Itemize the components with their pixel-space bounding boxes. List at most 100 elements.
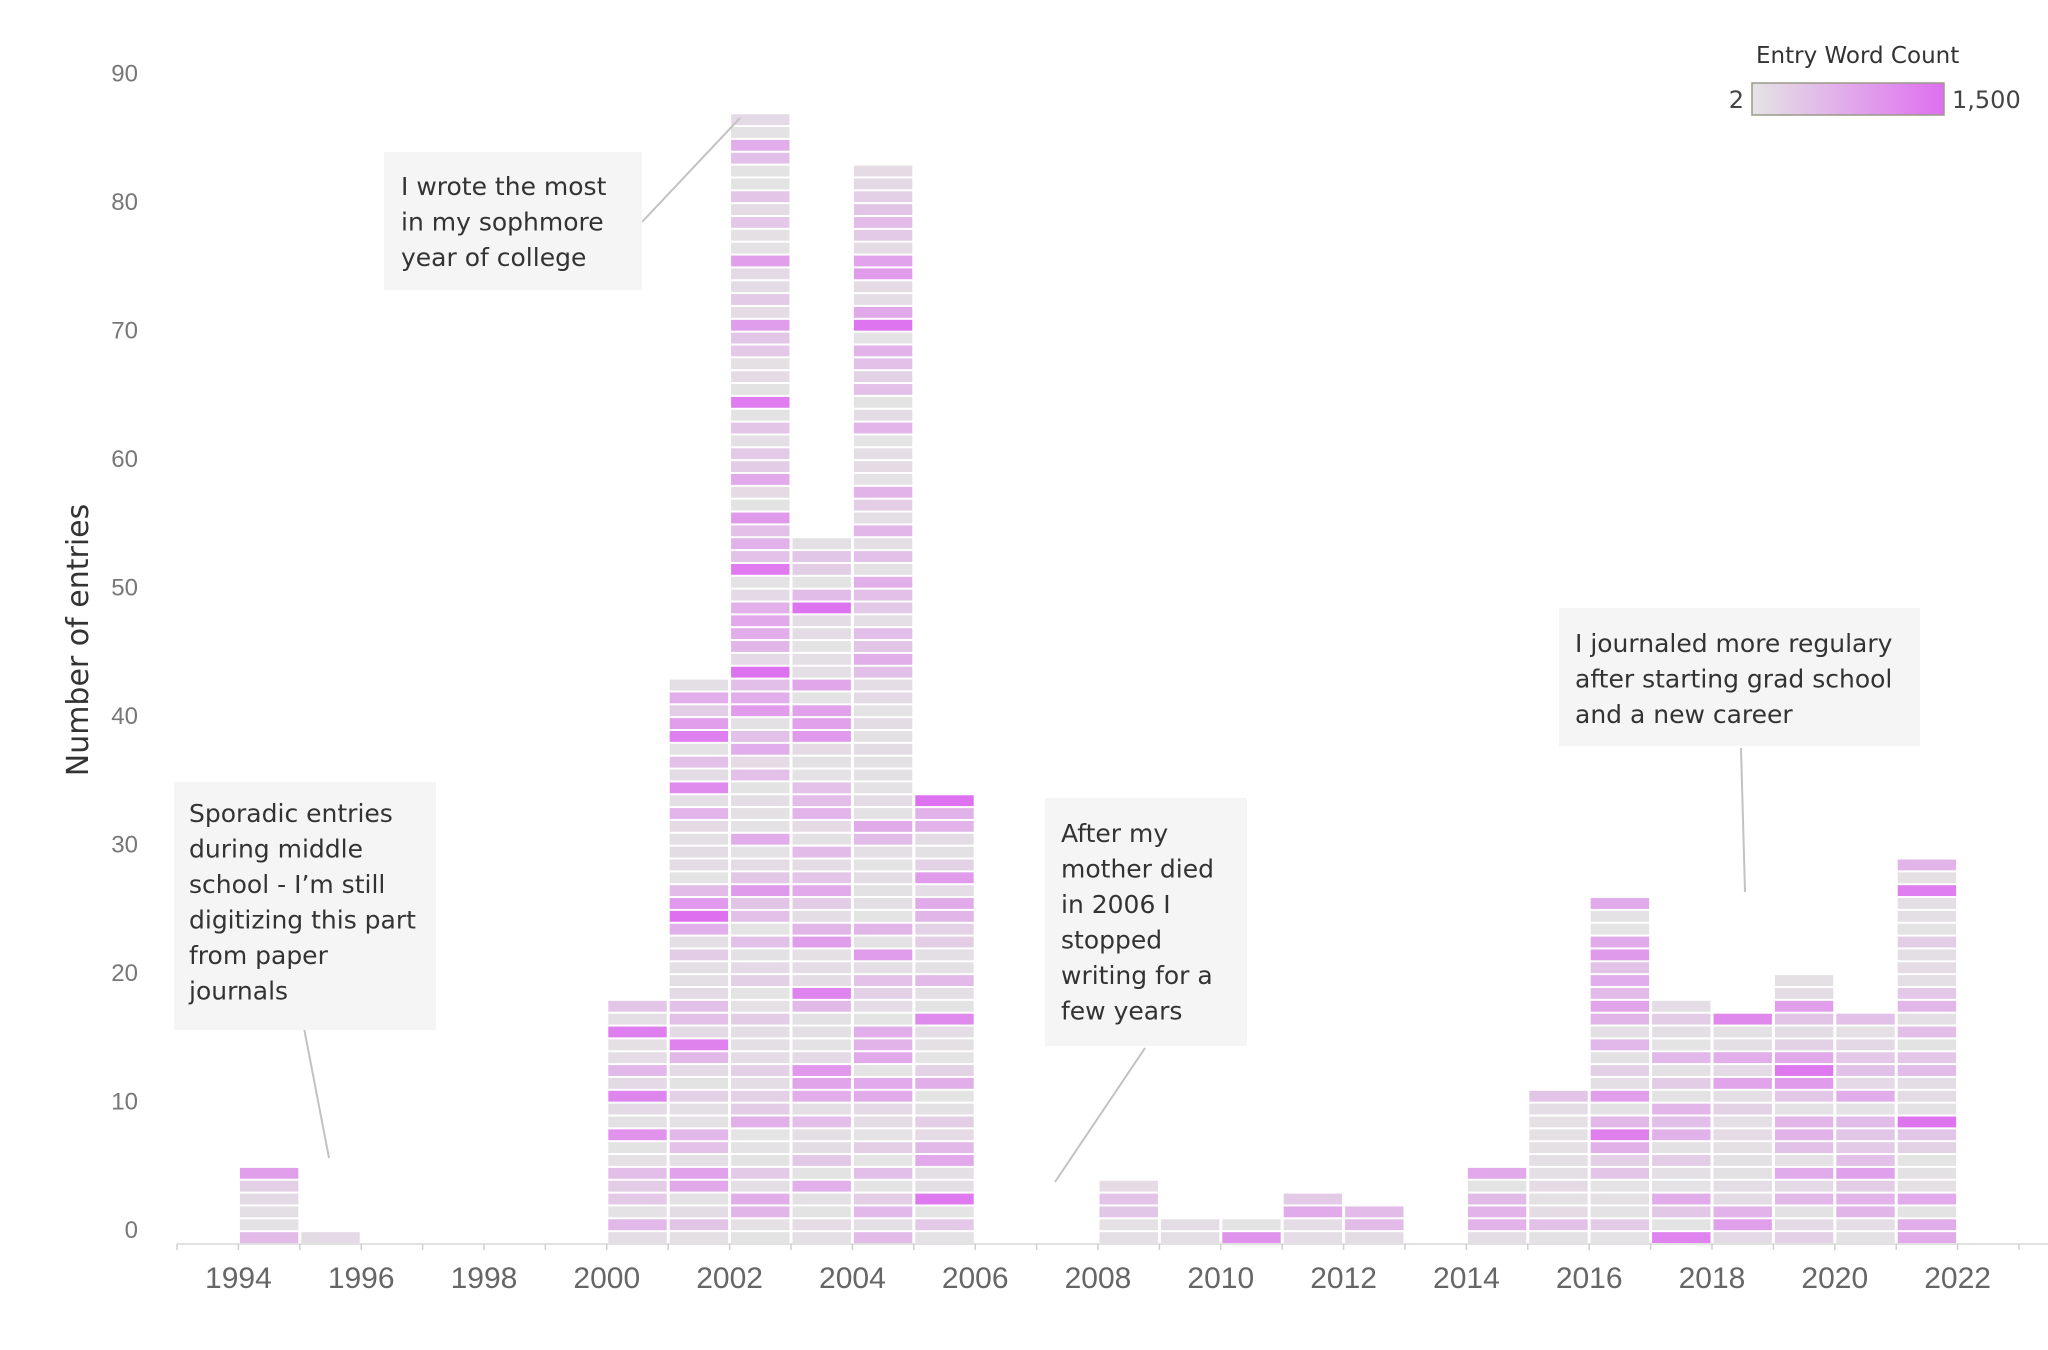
entry-segment: [792, 1090, 851, 1102]
x-tick-label: 1998: [451, 1262, 518, 1295]
entry-segment: [1836, 1077, 1895, 1089]
entry-segment: [239, 1206, 299, 1218]
entry-segment: [1836, 1129, 1895, 1141]
entry-segment: [1222, 1219, 1281, 1231]
annotation-line: journals: [188, 977, 288, 1006]
annotation-line: and a new career: [1575, 700, 1793, 729]
entry-segment: [853, 1180, 913, 1192]
entry-segment: [731, 281, 790, 293]
entry-segment: [1897, 936, 1957, 948]
entry-segment: [731, 653, 790, 665]
entry-segment: [608, 1116, 667, 1128]
entry-segment: [731, 384, 790, 395]
bar-2020: [1836, 1013, 1895, 1243]
annotation-line: during middle: [189, 835, 363, 864]
entry-segment: [853, 988, 913, 999]
bar-2018: [1713, 1013, 1772, 1243]
entry-segment: [792, 808, 851, 819]
entry-segment: [1283, 1232, 1343, 1243]
entry-segment: [853, 949, 913, 961]
bar-2009: [1160, 1219, 1220, 1243]
entry-segment: [853, 396, 913, 408]
entry-segment: [853, 217, 913, 228]
entry-segment: [731, 486, 790, 498]
entry-segment: [1774, 1103, 1834, 1115]
entry-segment: [669, 795, 729, 807]
y-axis-label: Number of entries: [61, 504, 96, 777]
entry-segment: [239, 1180, 299, 1192]
entry-segment: [731, 396, 790, 408]
entry-segment: [1897, 1090, 1957, 1102]
x-tick-label: 2002: [696, 1262, 763, 1295]
entry-segment: [731, 756, 790, 768]
entry-segment: [1713, 1142, 1772, 1154]
entry-segment: [792, 795, 851, 807]
entry-segment: [1836, 1103, 1895, 1115]
entry-segment: [731, 165, 790, 177]
entry-segment: [1652, 1013, 1711, 1025]
entry-segment: [1774, 1155, 1834, 1166]
entry-segment: [1529, 1155, 1588, 1166]
annotation-grad-school: I journaled more regulary after starting …: [1559, 608, 1920, 893]
entry-segment: [792, 910, 851, 922]
entry-segment: [608, 1000, 667, 1012]
entry-segment: [669, 1013, 729, 1025]
entry-segment: [239, 1167, 299, 1179]
entry-segment: [1590, 962, 1650, 974]
entry-segment: [731, 474, 790, 485]
entry-segment: [1652, 1167, 1711, 1179]
entry-segment: [792, 576, 851, 588]
entry-segment: [731, 563, 790, 575]
entry-segment: [301, 1232, 360, 1243]
entry-segment: [1897, 949, 1957, 961]
annotation-line: mother died: [1061, 855, 1214, 884]
entry-segment: [853, 474, 913, 485]
entry-segment: [1590, 1167, 1650, 1179]
annotations-layer: Sporadic entries during middle school - I’…: [174, 117, 1920, 1183]
entry-segment: [853, 319, 913, 331]
entry-segment: [669, 1193, 729, 1205]
entry-segment: [669, 820, 729, 832]
entry-segment: [669, 962, 729, 974]
entry-segment: [1836, 1193, 1895, 1205]
entry-segment: [853, 281, 913, 293]
entry-segment: [239, 1232, 299, 1243]
entry-segment: [1652, 1116, 1711, 1128]
entry-segment: [1529, 1167, 1588, 1179]
entry-segment: [1897, 910, 1957, 922]
entry-segment: [669, 1232, 729, 1243]
entry-segment: [1467, 1219, 1527, 1231]
entry-segment: [608, 1065, 667, 1076]
entry-segment: [731, 499, 790, 511]
entry-segment: [1099, 1232, 1158, 1243]
entry-segment: [669, 718, 729, 729]
annotation-line: writing for a: [1061, 961, 1213, 990]
entry-segment: [1836, 1065, 1895, 1076]
entry-segment: [731, 936, 790, 948]
x-tick-label: 1994: [205, 1262, 272, 1295]
entry-segment: [915, 820, 974, 832]
entry-segment: [853, 589, 913, 601]
entry-segment: [792, 1219, 851, 1231]
entry-segment: [608, 1219, 667, 1231]
entry-segment: [1652, 1193, 1711, 1205]
entry-segment: [792, 641, 851, 652]
entry-segment: [915, 872, 974, 884]
entry-segment: [731, 229, 790, 241]
bar-2019: [1774, 975, 1834, 1243]
entry-segment: [853, 178, 913, 190]
x-tick-label: 1996: [328, 1262, 395, 1295]
entry-segment: [915, 808, 974, 819]
entry-segment: [1590, 1077, 1650, 1089]
entry-segment: [1897, 885, 1957, 897]
entry-segment: [1652, 1180, 1711, 1192]
entry-segment: [1652, 1077, 1711, 1089]
entry-segment: [1590, 1000, 1650, 1012]
entry-segment: [1713, 1129, 1772, 1141]
entry-segment: [792, 782, 851, 794]
entry-segment: [853, 1026, 913, 1038]
entry-segment: [792, 1206, 851, 1218]
entry-segment: [608, 1167, 667, 1179]
entry-segment: [1529, 1193, 1588, 1205]
entry-segment: [1836, 1142, 1895, 1154]
